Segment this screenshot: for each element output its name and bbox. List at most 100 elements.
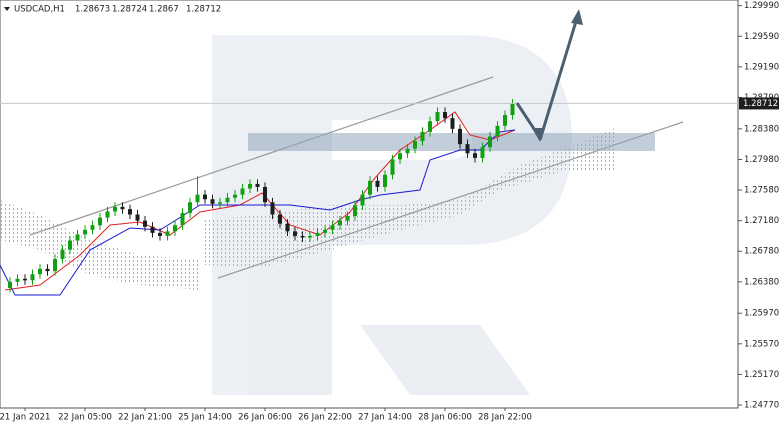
candle-body [233, 194, 237, 198]
candle-body [278, 214, 282, 224]
candle-body [488, 136, 492, 148]
candle-body [398, 153, 402, 160]
candle-body [360, 194, 365, 206]
candle-body [53, 258, 57, 272]
candle-body [285, 223, 290, 232]
candle-body [158, 232, 162, 236]
candle-body [443, 112, 447, 119]
candle-body [173, 225, 177, 232]
x-tick-label: 22 Jan 05:00 [58, 413, 112, 423]
candle-body [150, 226, 155, 233]
candle-body [8, 281, 12, 288]
candle-body [113, 206, 117, 212]
candle-body [345, 216, 350, 221]
candle-body [300, 235, 305, 238]
candle-body [450, 118, 455, 129]
x-tick-label: 26 Jan 22:00 [298, 413, 352, 423]
candle-body [240, 188, 245, 195]
header-high: 1.28724 [112, 5, 147, 15]
candle-body [45, 268, 50, 272]
x-tick-label: 26 Jan 06:00 [238, 413, 292, 423]
y-tick-label: 1.27580 [744, 186, 779, 196]
candle-body [465, 144, 470, 154]
x-tick-label: 22 Jan 21:00 [118, 413, 172, 423]
header: USDCAD,H1 1.28673 1.28724 1.2867 1.28712 [4, 5, 221, 15]
y-tick-label: 1.26780 [744, 247, 779, 257]
candle-body [458, 128, 462, 145]
candle-body [368, 180, 372, 195]
candle-body [90, 225, 95, 230]
candle-body [413, 141, 417, 149]
candle-body [330, 225, 335, 230]
candle-body [38, 268, 42, 275]
x-tick-label: 21 Jan 2021 [0, 413, 50, 423]
kijun-line [0, 129, 516, 296]
header-open: 1.28673 [75, 5, 110, 15]
y-tick-label: 1.27980 [744, 155, 779, 165]
candle-body [255, 183, 260, 187]
y-tick-label: 1.27180 [744, 216, 779, 226]
candle-body [98, 217, 102, 226]
y-tick-label: 1.25970 [744, 309, 779, 319]
candle-body [225, 197, 230, 203]
tenkan-line [4, 111, 516, 291]
header-low: 1.2867 [149, 5, 179, 15]
candle-body [75, 234, 80, 241]
price-tag [739, 97, 779, 110]
candle-body [383, 174, 387, 187]
candle-body [210, 199, 215, 204]
candle-body [270, 202, 275, 215]
candle-body [405, 148, 410, 154]
y-tick-label: 1.26380 [744, 277, 779, 287]
cloud [205, 128, 615, 268]
candle-body [105, 211, 110, 218]
candle-body [390, 159, 395, 175]
candle-body [495, 125, 500, 137]
candle-body [428, 121, 432, 132]
candle-body [248, 183, 252, 189]
y-tick-label: 1.25170 [744, 370, 779, 380]
forecast-arrow [538, 17, 579, 141]
symbol: USDCAD,H1 [14, 5, 65, 15]
x-tick-label: 25 Jan 14:00 [178, 413, 232, 423]
candle-body [218, 202, 222, 204]
candle-body [420, 131, 425, 142]
candle-body [180, 212, 185, 226]
candle-body [23, 278, 27, 281]
candle-body [263, 186, 267, 203]
candle-body [473, 153, 477, 158]
candle-body [503, 115, 507, 126]
x-tick-label: 28 Jan 06:00 [418, 413, 472, 423]
candle-body [128, 209, 132, 215]
header-icon [4, 7, 10, 11]
candle-body [68, 240, 72, 250]
y-tick-label: 1.28380 [744, 124, 779, 134]
candle-body [353, 205, 357, 217]
candle-body [30, 274, 35, 281]
candle-body [188, 202, 192, 213]
candle-body [293, 231, 297, 236]
candle-body [375, 180, 380, 187]
candle-body [338, 220, 342, 226]
candle-body [480, 147, 485, 158]
candle-body [510, 103, 515, 116]
header-close: 1.28712 [186, 5, 221, 15]
price-tag-label: 1.28712 [743, 99, 778, 109]
candle-body [135, 214, 140, 221]
candle-body [308, 235, 312, 238]
y-tick-label: 1.29190 [744, 62, 779, 72]
candle-body [323, 229, 327, 233]
candle-body [435, 112, 440, 122]
candle-body [203, 194, 207, 200]
candle-body [15, 278, 20, 282]
y-tick-label: 1.29990 [744, 1, 779, 11]
y-tick-label: 1.25570 [744, 339, 779, 349]
support-zone [248, 133, 655, 151]
y-tick-label: 1.24770 [744, 401, 779, 411]
candle-body [83, 229, 87, 235]
candle-body [195, 194, 200, 203]
arrow-head [571, 9, 583, 25]
candle-body [143, 220, 147, 227]
candle-body [315, 232, 320, 236]
